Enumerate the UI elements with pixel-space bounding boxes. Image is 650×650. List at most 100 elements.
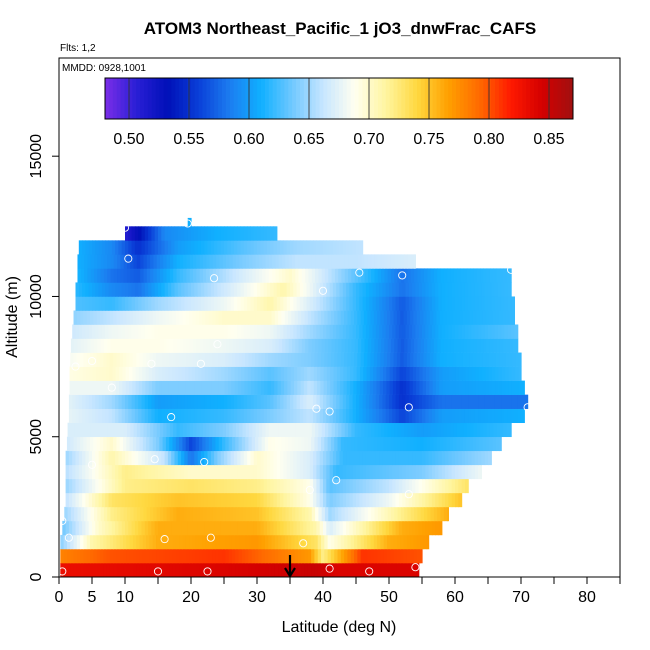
heatmap-cell <box>382 324 387 339</box>
colorbar-swatch <box>311 78 317 119</box>
heatmap-cell <box>443 436 448 452</box>
heatmap-cell <box>187 450 192 466</box>
heatmap-cell <box>105 394 110 409</box>
heatmap-cell <box>473 338 478 353</box>
heatmap-cell <box>266 226 271 241</box>
heatmap-cell <box>352 240 357 255</box>
heatmap-cell <box>390 506 395 522</box>
heatmap-cell <box>338 422 343 438</box>
heatmap-cell <box>111 296 116 311</box>
heatmap-cell <box>387 310 391 325</box>
heatmap-cell <box>494 282 499 297</box>
heatmap-cell <box>248 548 253 564</box>
heatmap-cell <box>174 226 179 241</box>
heatmap-cell <box>235 562 240 578</box>
heatmap-cell <box>101 450 106 466</box>
heatmap-cell <box>98 324 103 339</box>
heatmap-cell <box>240 408 245 424</box>
heatmap-cell <box>119 436 124 452</box>
heatmap-cell <box>425 296 430 311</box>
heatmap-cell <box>313 408 317 424</box>
heatmap-cell <box>167 296 172 311</box>
heatmap-cell <box>211 366 216 381</box>
heatmap-cell <box>394 506 399 522</box>
heatmap-cell <box>176 422 181 438</box>
heatmap-cell <box>144 324 149 339</box>
heatmap-cell <box>230 324 235 339</box>
heatmap-cell <box>108 450 113 466</box>
heatmap-cell <box>243 492 248 508</box>
heatmap-cell <box>200 226 205 241</box>
heatmap-cell <box>499 310 504 325</box>
heatmap-cell <box>210 520 215 536</box>
heatmap-cell <box>162 534 167 550</box>
colorbar-swatch <box>350 78 356 119</box>
altitude-layer <box>65 450 492 466</box>
heatmap-cell <box>163 268 168 283</box>
heatmap-cell <box>257 366 262 381</box>
heatmap-cell <box>187 324 192 339</box>
heatmap-cell <box>464 296 469 311</box>
heatmap-cell <box>133 338 138 353</box>
heatmap-cell <box>235 506 240 522</box>
heatmap-cell <box>98 464 103 480</box>
heatmap-cell <box>97 254 102 269</box>
heatmap-cell <box>174 394 179 409</box>
heatmap-cell <box>386 366 391 381</box>
heatmap-cell <box>365 324 370 339</box>
heatmap-cell <box>218 436 223 452</box>
heatmap-cell <box>194 464 199 480</box>
heatmap-cell <box>197 492 202 508</box>
heatmap-cell <box>92 240 96 255</box>
heatmap-cell <box>497 282 502 297</box>
heatmap-cell <box>230 394 235 409</box>
heatmap-cell <box>290 282 294 297</box>
heatmap-cell <box>408 464 413 480</box>
heatmap-cell <box>301 534 306 550</box>
heatmap-cell <box>138 282 143 297</box>
heatmap-cell <box>431 296 436 311</box>
heatmap-cell <box>365 296 370 311</box>
heatmap-cell <box>363 380 368 395</box>
heatmap-cell <box>420 352 424 367</box>
heatmap-cell <box>72 492 77 508</box>
heatmap-cell <box>105 478 110 494</box>
heatmap-cell <box>250 240 255 255</box>
heatmap-cell <box>278 310 283 325</box>
heatmap-cell <box>85 282 90 297</box>
colorbar-swatch <box>339 78 344 119</box>
heatmap-cell <box>297 352 302 367</box>
heatmap-cell <box>207 408 212 424</box>
heatmap-cell <box>288 310 292 325</box>
heatmap-cell <box>140 506 145 522</box>
heatmap-cell <box>328 506 333 522</box>
heatmap-cell <box>248 310 253 325</box>
heatmap-cell <box>427 338 432 353</box>
heatmap-cell <box>77 338 82 353</box>
colorbar-swatch <box>163 78 168 119</box>
heatmap-cell <box>362 492 367 508</box>
colorbar-swatch <box>241 78 246 119</box>
heatmap-cell <box>109 548 114 564</box>
heatmap-cell <box>435 296 440 311</box>
heatmap-cell <box>82 478 86 494</box>
heatmap-cell <box>198 436 203 452</box>
heatmap-cell <box>131 282 136 297</box>
heatmap-cell <box>304 562 309 578</box>
heatmap-cell <box>128 450 133 466</box>
heatmap-cell <box>303 380 308 395</box>
heatmap-cell <box>131 408 136 424</box>
heatmap-cell <box>171 282 176 297</box>
heatmap-cell <box>100 506 105 522</box>
heatmap-cell <box>159 436 164 452</box>
heatmap-cell <box>364 268 369 283</box>
heatmap-cell <box>435 492 440 508</box>
heatmap-cell <box>428 324 433 339</box>
heatmap-cell <box>474 408 479 424</box>
heatmap-cell <box>283 520 288 536</box>
heatmap-cell <box>240 520 245 536</box>
heatmap-cell <box>425 520 430 536</box>
heatmap-cell <box>435 464 440 480</box>
colorbar-swatch <box>214 78 219 119</box>
heatmap-cell <box>197 464 202 480</box>
